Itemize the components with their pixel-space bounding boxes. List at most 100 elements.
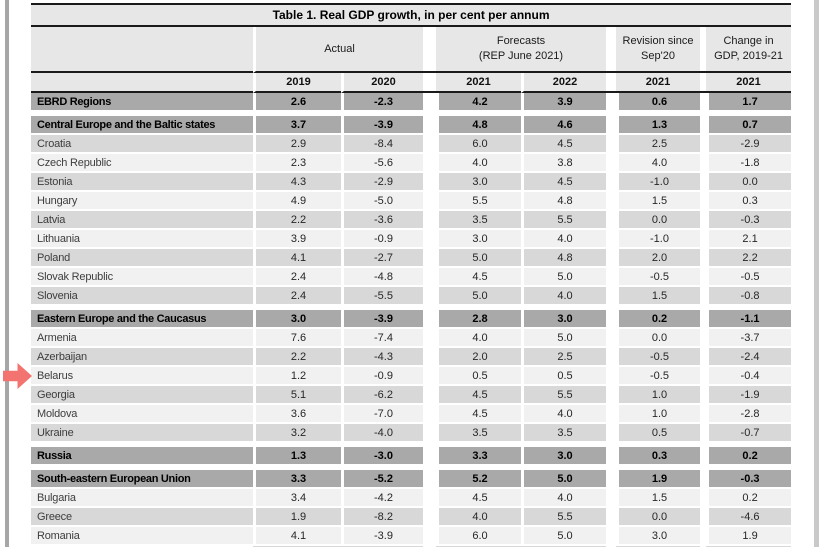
column-gutter bbox=[423, 93, 436, 112]
column-gutter bbox=[423, 489, 436, 508]
column-gutter bbox=[423, 268, 436, 287]
value-cell: 2.0 bbox=[616, 249, 700, 268]
column-gutter bbox=[700, 93, 706, 112]
value-cell: 2.2 bbox=[253, 348, 341, 367]
column-gutter bbox=[606, 268, 616, 287]
column-gutter bbox=[423, 230, 436, 249]
column-gutter bbox=[700, 192, 706, 211]
group-header-actual: Actual bbox=[253, 27, 423, 73]
page-right-edge bbox=[814, 0, 819, 547]
column-gutter bbox=[606, 470, 616, 489]
column-gutter bbox=[700, 73, 706, 93]
column-gutter bbox=[700, 27, 706, 73]
value-cell: 3.5 bbox=[436, 211, 521, 230]
column-gutter bbox=[700, 405, 706, 424]
value-cell: 1.5 bbox=[616, 287, 700, 306]
value-cell: -0.5 bbox=[616, 367, 700, 386]
region-row: Central Europe and the Baltic states 3.7-… bbox=[31, 116, 792, 135]
value-cell: 1.3 bbox=[253, 447, 341, 466]
column-gutter bbox=[423, 116, 436, 135]
value-cell: -3.0 bbox=[341, 447, 423, 466]
value-cell: -0.4 bbox=[706, 367, 792, 386]
value-cell: -3.6 bbox=[341, 211, 423, 230]
value-cell: -0.5 bbox=[616, 348, 700, 367]
country-row: Bulgaria 3.4 -4.2 4.5 4.0 1.5 0.2 bbox=[31, 489, 792, 508]
table-body: EBRD Regions 2.6 -2.3 4.2 3.9 0.6 1.7 Central E… bbox=[31, 93, 792, 546]
column-gutter bbox=[606, 367, 616, 386]
value-cell: 4.5 bbox=[436, 489, 521, 508]
value-cell: -3.7 bbox=[706, 329, 792, 348]
country-row: Ukraine 3.2 -4.0 3.5 3.5 0.5 -0.7 bbox=[31, 424, 792, 443]
column-gutter bbox=[606, 348, 616, 367]
value-cell: 2.5 bbox=[521, 348, 606, 367]
value-cell: -8.4 bbox=[341, 135, 423, 154]
value-cell: -1.8 bbox=[706, 154, 792, 173]
value-cell: 5.5 bbox=[436, 192, 521, 211]
country-row: Poland 4.1 -2.7 5.0 4.8 2.0 2.2 bbox=[31, 249, 792, 268]
value-cell: 4.0 bbox=[436, 154, 521, 173]
value-cell: -4.6 bbox=[706, 508, 792, 527]
value-cell: 2.4 bbox=[253, 268, 341, 287]
value-cell: 3.6 bbox=[253, 405, 341, 424]
value-cell: 1.5 bbox=[616, 192, 700, 211]
column-gutter bbox=[423, 424, 436, 443]
value-cell: 1.0 bbox=[616, 386, 700, 405]
value-cell: 4.8 bbox=[521, 192, 606, 211]
value-cell: 0.2 bbox=[706, 447, 792, 466]
value-cell: 4.3 bbox=[253, 173, 341, 192]
value-cell: 0.5 bbox=[616, 424, 700, 443]
row-label: Romania bbox=[31, 527, 253, 546]
column-gutter bbox=[423, 310, 436, 329]
column-gutter bbox=[700, 424, 706, 443]
value-cell: 3.0 bbox=[253, 310, 341, 329]
country-row: Belarus 1.2 -0.9 0.5 0.5 -0.5 -0.4 bbox=[31, 367, 792, 386]
row-spacer bbox=[31, 306, 792, 310]
column-gutter bbox=[606, 489, 616, 508]
column-gutter bbox=[423, 173, 436, 192]
value-cell: 3.8 bbox=[521, 154, 606, 173]
value-cell: 0.6 bbox=[616, 93, 700, 112]
value-cell: 0.2 bbox=[706, 489, 792, 508]
value-cell: -4.2 bbox=[341, 489, 423, 508]
value-cell: -6.2 bbox=[341, 386, 423, 405]
column-gutter bbox=[423, 508, 436, 527]
value-cell: 5.0 bbox=[436, 249, 521, 268]
column-gutter bbox=[423, 527, 436, 546]
value-cell: -4.0 bbox=[341, 424, 423, 443]
value-cell: -5.2 bbox=[341, 470, 423, 489]
value-cell: 0.5 bbox=[521, 367, 606, 386]
country-row: Romania 4.1 -3.9 6.0 5.0 3.0 1.9 bbox=[31, 527, 792, 546]
column-gutter bbox=[606, 287, 616, 306]
country-row: Armenia 7.6 -7.4 4.0 5.0 0.0 -3.7 bbox=[31, 329, 792, 348]
row-label-header bbox=[31, 73, 253, 93]
value-cell: 4.5 bbox=[521, 173, 606, 192]
column-gutter bbox=[606, 192, 616, 211]
value-cell: 1.3 bbox=[616, 116, 700, 135]
column-gutter bbox=[423, 249, 436, 268]
value-cell: 4.0 bbox=[521, 405, 606, 424]
row-label: Armenia bbox=[31, 329, 253, 348]
value-cell: 4.0 bbox=[616, 154, 700, 173]
year-header: 2021 bbox=[706, 73, 792, 93]
value-cell: 4.9 bbox=[253, 192, 341, 211]
year-header: 2021 bbox=[436, 73, 521, 93]
row-label: Azerbaijan bbox=[31, 348, 253, 367]
gdp-growth-table: Table 1. Real GDP growth, in per cent pe… bbox=[31, 3, 792, 547]
value-cell: 3.3 bbox=[253, 470, 341, 489]
value-cell: 4.5 bbox=[436, 268, 521, 287]
country-row: Greece 1.9 -8.2 4.0 5.5 0.0 -4.6 bbox=[31, 508, 792, 527]
value-cell: 1.9 bbox=[253, 508, 341, 527]
year-header: 2022 bbox=[521, 73, 606, 93]
country-row: Azerbaijan 2.2 -4.3 2.0 2.5 -0.5 -2.4 bbox=[31, 348, 792, 367]
country-row: Hungary 4.9 -5.0 5.5 4.8 1.5 0.3 bbox=[31, 192, 792, 211]
column-gutter bbox=[606, 116, 616, 135]
value-cell: -0.9 bbox=[341, 230, 423, 249]
column-gutter bbox=[700, 348, 706, 367]
value-cell: -3.9 bbox=[341, 310, 423, 329]
row-label: Slovak Republic bbox=[31, 268, 253, 287]
column-gutter bbox=[423, 386, 436, 405]
row-label: Lithuania bbox=[31, 230, 253, 249]
column-gutter bbox=[423, 192, 436, 211]
column-gutter bbox=[423, 287, 436, 306]
